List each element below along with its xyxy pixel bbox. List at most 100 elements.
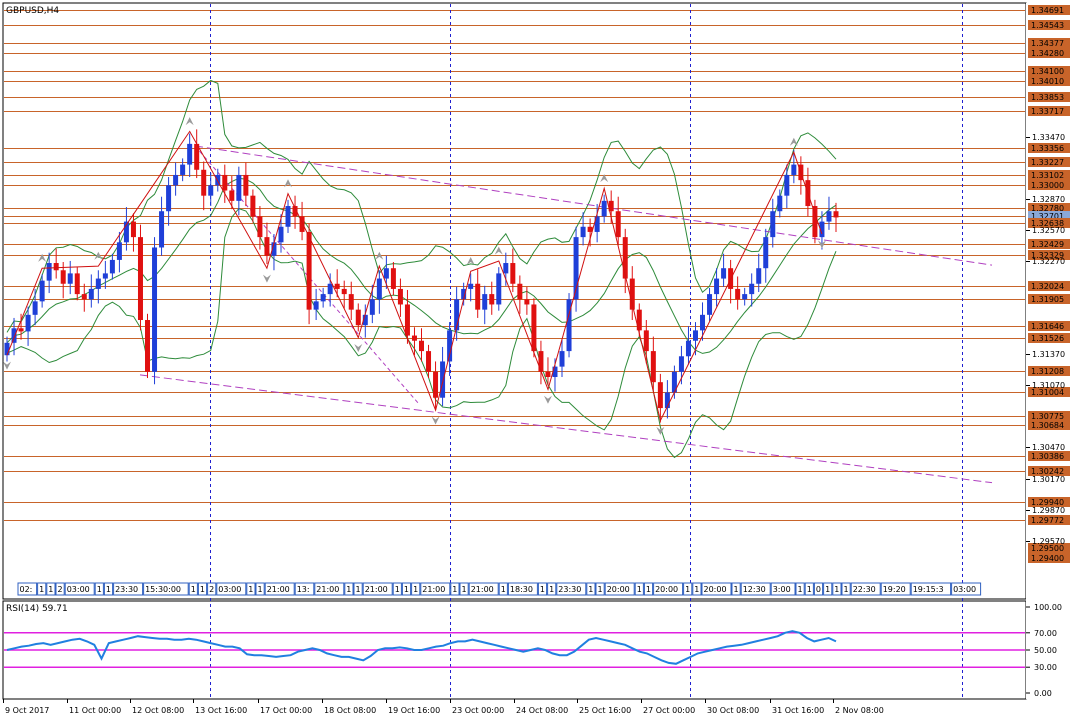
candle[interactable]	[411, 327, 417, 356]
candle[interactable]	[468, 273, 474, 302]
candle[interactable]	[742, 287, 748, 306]
candle[interactable]	[461, 282, 467, 306]
candle[interactable]	[74, 267, 80, 301]
candle[interactable]	[257, 206, 263, 250]
candle[interactable]	[67, 260, 73, 295]
candle[interactable]	[243, 162, 249, 207]
candle[interactable]	[559, 338, 565, 377]
candle[interactable]	[517, 275, 523, 314]
candle[interactable]	[601, 194, 607, 223]
candle[interactable]	[594, 203, 600, 243]
candle[interactable]	[573, 226, 579, 312]
candle[interactable]	[489, 281, 495, 315]
candle[interactable]	[524, 286, 530, 315]
candle[interactable]	[145, 313, 151, 379]
candle[interactable]	[285, 199, 291, 233]
candle[interactable]	[777, 189, 783, 218]
candle[interactable]	[236, 166, 242, 216]
candle[interactable]	[826, 196, 832, 230]
candle[interactable]	[545, 357, 551, 386]
candle[interactable]	[404, 289, 410, 344]
candle[interactable]	[201, 161, 207, 211]
candle[interactable]	[334, 269, 340, 298]
candle[interactable]	[173, 162, 179, 196]
candle[interactable]	[510, 248, 516, 293]
candle[interactable]	[784, 164, 790, 209]
candle[interactable]	[650, 336, 656, 391]
candle[interactable]	[46, 252, 52, 294]
candle[interactable]	[152, 237, 158, 385]
candle[interactable]	[348, 281, 354, 321]
candle[interactable]	[341, 280, 347, 309]
candle[interactable]	[4, 336, 10, 362]
candle[interactable]	[306, 223, 312, 325]
candle[interactable]	[791, 150, 797, 184]
candle[interactable]	[714, 268, 720, 307]
candle[interactable]	[833, 202, 839, 232]
candle[interactable]	[123, 207, 129, 251]
candle[interactable]	[32, 288, 38, 326]
candle[interactable]	[700, 302, 706, 341]
candle[interactable]	[643, 320, 649, 364]
candle[interactable]	[749, 273, 755, 307]
candle[interactable]	[721, 253, 727, 287]
candle[interactable]	[250, 189, 256, 223]
candle[interactable]	[426, 344, 432, 379]
candle[interactable]	[18, 313, 24, 340]
candle[interactable]	[320, 287, 326, 308]
candle[interactable]	[194, 129, 200, 179]
candle[interactable]	[615, 196, 621, 246]
candle[interactable]	[685, 326, 691, 365]
candle[interactable]	[53, 248, 59, 279]
candle[interactable]	[208, 172, 214, 207]
candle[interactable]	[538, 340, 544, 385]
candle[interactable]	[116, 231, 122, 273]
candle[interactable]	[482, 285, 488, 325]
candle[interactable]	[292, 195, 298, 229]
candle[interactable]	[419, 328, 424, 362]
candle[interactable]	[180, 158, 186, 182]
candle[interactable]	[440, 346, 446, 407]
candle[interactable]	[531, 298, 537, 358]
candle[interactable]	[622, 228, 628, 294]
candle[interactable]	[102, 260, 108, 289]
candle[interactable]	[299, 201, 305, 241]
candle[interactable]	[60, 261, 66, 299]
candle[interactable]	[137, 224, 143, 331]
candle[interactable]	[278, 214, 284, 253]
candle[interactable]	[475, 269, 481, 318]
candle[interactable]	[707, 287, 713, 322]
candle[interactable]	[229, 175, 235, 210]
candle[interactable]	[657, 373, 663, 423]
candle[interactable]	[770, 198, 776, 248]
candle[interactable]	[636, 303, 642, 337]
candle[interactable]	[264, 222, 270, 265]
candle[interactable]	[812, 199, 818, 244]
candle[interactable]	[187, 133, 193, 178]
candle[interactable]	[95, 270, 101, 304]
candle[interactable]	[454, 286, 460, 341]
candle[interactable]	[88, 274, 94, 308]
candle[interactable]	[580, 212, 586, 246]
candle[interactable]	[159, 196, 165, 256]
candle[interactable]	[376, 270, 382, 314]
candle[interactable]	[496, 267, 502, 311]
candle[interactable]	[763, 228, 769, 283]
candle[interactable]	[566, 293, 572, 358]
candle[interactable]	[819, 211, 825, 250]
candlesticks[interactable]	[4, 129, 839, 423]
candle[interactable]	[271, 234, 277, 271]
candle[interactable]	[756, 253, 762, 293]
candle[interactable]	[362, 304, 368, 338]
candle[interactable]	[664, 380, 670, 419]
candle[interactable]	[433, 361, 439, 411]
candle[interactable]	[81, 283, 87, 312]
candle[interactable]	[629, 266, 635, 321]
candle[interactable]	[390, 261, 396, 296]
candle[interactable]	[355, 303, 361, 332]
candle[interactable]	[39, 274, 45, 308]
candle[interactable]	[735, 276, 741, 310]
candle[interactable]	[587, 218, 593, 247]
candle[interactable]	[166, 177, 172, 226]
